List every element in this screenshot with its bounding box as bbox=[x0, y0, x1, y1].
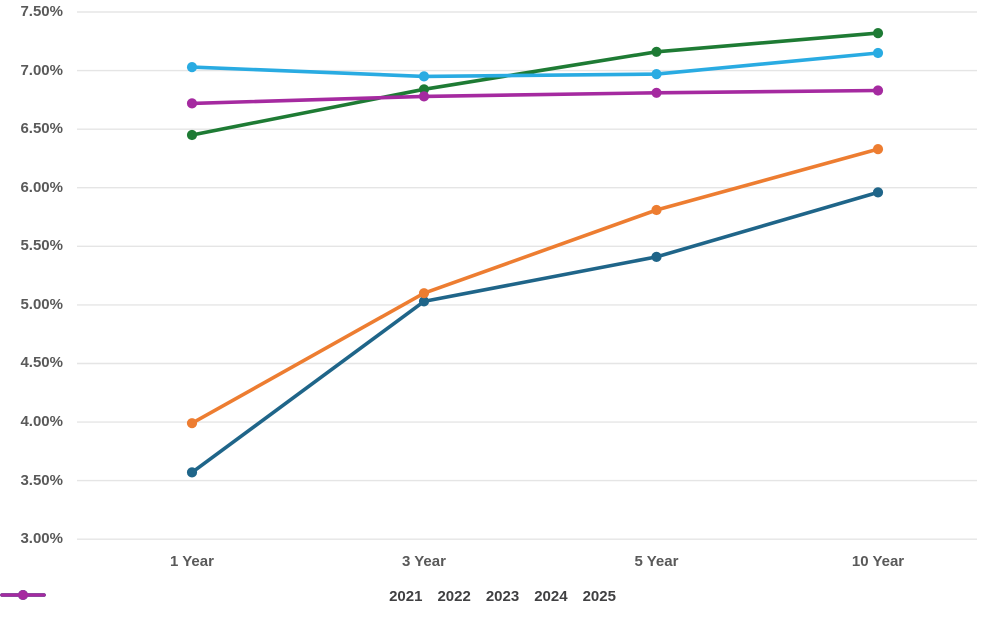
y-axis-tick-label: 6.50% bbox=[20, 120, 63, 138]
y-axis-tick-label: 5.50% bbox=[20, 237, 63, 255]
legend-label: 2022 bbox=[437, 588, 471, 605]
data-point-marker-2023 bbox=[418, 84, 430, 95]
series-line-2024 bbox=[190, 51, 880, 79]
legend-item-2021: 2021 bbox=[0, 588, 423, 605]
legend-item-2023: 2023 bbox=[0, 588, 520, 605]
legend-label: 2021 bbox=[389, 588, 423, 605]
data-point-marker-2024 bbox=[651, 69, 662, 80]
y-axis-tick-label: 6.00% bbox=[20, 178, 63, 196]
data-point-marker-2021 bbox=[651, 251, 662, 262]
legend-label: 2025 bbox=[582, 588, 616, 605]
legend-item-2025: 2025 bbox=[0, 588, 616, 605]
y-axis-tick-label: 5.00% bbox=[20, 295, 63, 313]
series-line-2025 bbox=[190, 88, 880, 106]
data-point-marker-2022 bbox=[186, 418, 198, 429]
data-point-marker-2025 bbox=[872, 85, 884, 96]
data-point-marker-2024 bbox=[872, 47, 884, 59]
y-axis-tick-label: 7.00% bbox=[20, 61, 63, 79]
data-point-marker-2025 bbox=[651, 87, 662, 98]
y-axis-tick-label: 4.50% bbox=[20, 354, 63, 372]
x-axis-category-label: 1 Year bbox=[170, 553, 214, 570]
legend-dot bbox=[18, 590, 28, 600]
data-point-marker-2024 bbox=[186, 62, 198, 73]
series-line-2021 bbox=[190, 190, 880, 475]
x-axis-category-label: 5 Year bbox=[634, 553, 679, 570]
data-point-marker-2022 bbox=[872, 144, 884, 155]
data-point-marker-2021 bbox=[186, 467, 198, 478]
legend-label: 2024 bbox=[534, 588, 568, 605]
data-point-marker-2022 bbox=[418, 288, 430, 299]
data-point-marker-2023 bbox=[651, 46, 662, 57]
data-point-marker-2024 bbox=[418, 71, 430, 82]
y-axis-tick-label: 4.00% bbox=[20, 413, 63, 431]
legend-label: 2023 bbox=[485, 588, 520, 605]
series-line-2022 bbox=[190, 147, 880, 426]
data-point-marker-2021 bbox=[872, 187, 884, 198]
data-point-marker-2022 bbox=[651, 204, 662, 216]
legend-item-2022: 2022 bbox=[0, 588, 471, 605]
data-point-marker-2023 bbox=[872, 27, 884, 39]
series-line-2023 bbox=[190, 31, 880, 137]
legend-item-2024: 2024 bbox=[0, 588, 568, 605]
y-axis-tick-label: 3.00% bbox=[20, 530, 63, 548]
data-point-marker-2023 bbox=[186, 129, 198, 141]
legend-line-marker-icon bbox=[0, 590, 46, 600]
x-axis-category-label: 10 Year bbox=[851, 553, 905, 570]
data-point-marker-2025 bbox=[418, 91, 430, 102]
y-axis-tick-label: 7.50% bbox=[20, 3, 63, 20]
x-axis-category-label: 3 Year bbox=[402, 553, 446, 570]
y-axis-tick-label: 3.50% bbox=[20, 471, 63, 489]
data-point-marker-2021 bbox=[418, 296, 430, 307]
data-point-marker-2025 bbox=[186, 98, 198, 109]
legend: 2021 2022 2023 2024 2025 bbox=[0, 588, 1005, 605]
